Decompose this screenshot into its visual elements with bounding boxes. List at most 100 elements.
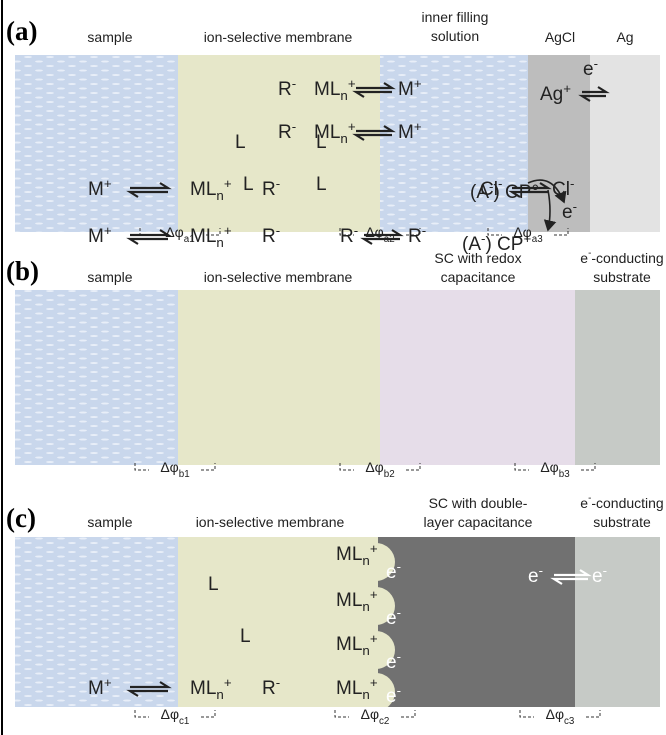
label: Δφc2 xyxy=(361,706,390,727)
subscript: b3 xyxy=(559,469,570,480)
text-part: e xyxy=(562,202,573,223)
region xyxy=(15,290,178,465)
text-part: e xyxy=(592,566,603,587)
text-part: Δφ xyxy=(540,459,558,475)
supscript: + xyxy=(224,675,232,690)
text-part: ML xyxy=(314,122,340,143)
subscript: n xyxy=(340,131,347,146)
region xyxy=(15,55,178,232)
text-part: -conducting xyxy=(591,250,663,266)
label: inner filling xyxy=(422,9,489,25)
supscript: + xyxy=(370,541,378,556)
figure: (a)sampleion-selective membraneinner fil… xyxy=(0,0,666,735)
text-part: e xyxy=(386,686,397,707)
supscript: + xyxy=(348,119,356,134)
supscript: + xyxy=(104,176,112,191)
region xyxy=(575,290,660,465)
panel-body xyxy=(15,290,660,465)
text-part: R xyxy=(278,79,292,100)
label: Ag xyxy=(616,29,633,45)
text-part: R xyxy=(262,179,276,200)
label: capacitance xyxy=(441,269,516,285)
supscript: + xyxy=(104,223,112,238)
text-part: ML xyxy=(336,590,362,611)
text-part: e xyxy=(386,608,397,629)
supscript: + xyxy=(414,119,422,134)
subscript: c1 xyxy=(179,716,189,727)
subscript: n xyxy=(340,88,347,103)
text-part: Δφ xyxy=(365,224,383,240)
supscript: - xyxy=(397,683,401,698)
label: substrate xyxy=(593,514,651,530)
text-part: (A xyxy=(470,182,489,203)
label: Δφc1 xyxy=(161,706,190,727)
label: R- xyxy=(408,223,426,247)
text-part: e xyxy=(583,59,594,80)
subscript: b1 xyxy=(179,469,190,480)
supscript: - xyxy=(573,199,577,214)
subscript: n xyxy=(362,687,369,702)
text-part: ML xyxy=(336,678,362,699)
supscript: - xyxy=(539,563,543,578)
supscript: - xyxy=(397,605,401,620)
label: layer capacitance xyxy=(424,514,533,530)
region xyxy=(178,290,380,465)
supscript: - xyxy=(397,649,401,664)
supscript: - xyxy=(594,56,598,71)
subscript: n xyxy=(362,599,369,614)
supscript: + xyxy=(224,223,232,238)
region xyxy=(590,55,660,232)
supscript: - xyxy=(570,176,574,191)
text-part: R xyxy=(408,226,422,247)
subscript: c2 xyxy=(379,716,389,727)
label: ion-selective membrane xyxy=(204,29,353,45)
text-part: ) CP° xyxy=(493,182,539,203)
label: R- xyxy=(262,223,280,247)
label: (b) xyxy=(6,256,39,286)
text-part: ML xyxy=(314,79,340,100)
text-part: -conducting xyxy=(591,495,663,511)
supscript: - xyxy=(292,119,296,134)
text-part: (A xyxy=(462,234,481,255)
subscript: n xyxy=(216,687,223,702)
supscript: - xyxy=(292,76,296,91)
supscript: - xyxy=(603,563,607,578)
supscript: + xyxy=(414,76,422,91)
region xyxy=(528,55,590,232)
subscript: a3 xyxy=(532,234,543,245)
text-part: Δφ xyxy=(361,706,379,722)
region xyxy=(378,537,575,707)
text-part: e xyxy=(528,566,539,587)
supscript: + xyxy=(104,675,112,690)
text-part: M xyxy=(88,179,104,200)
subscript: b2 xyxy=(384,469,395,480)
supscript: - xyxy=(354,223,358,238)
label: ion-selective membrane xyxy=(204,269,353,285)
supscript: + xyxy=(563,81,571,96)
label: (c) xyxy=(6,503,36,533)
supscript: - xyxy=(422,223,426,238)
label: (A-) CP+ xyxy=(462,231,531,255)
supscript: + xyxy=(224,176,232,191)
supscript: + xyxy=(370,675,378,690)
label: Δφc3 xyxy=(546,706,575,727)
label: solution xyxy=(431,28,479,44)
supscript: + xyxy=(523,231,531,246)
text-part: e xyxy=(580,495,588,511)
text-part: e xyxy=(386,562,397,583)
text-part: Δφ xyxy=(365,459,383,475)
text-part: M xyxy=(398,122,414,143)
label: sample xyxy=(87,514,132,530)
region xyxy=(575,537,660,707)
supscript: - xyxy=(276,675,280,690)
label: L xyxy=(316,174,327,195)
text-part: R xyxy=(262,678,276,699)
supscript: - xyxy=(276,223,280,238)
text-part: ML xyxy=(190,179,216,200)
text-part: ML xyxy=(336,634,362,655)
subscript: c3 xyxy=(564,716,575,727)
label: e--conducting xyxy=(580,493,663,511)
label: L xyxy=(243,174,254,195)
text-part: ) CP xyxy=(485,234,523,255)
supscript: - xyxy=(276,176,280,191)
